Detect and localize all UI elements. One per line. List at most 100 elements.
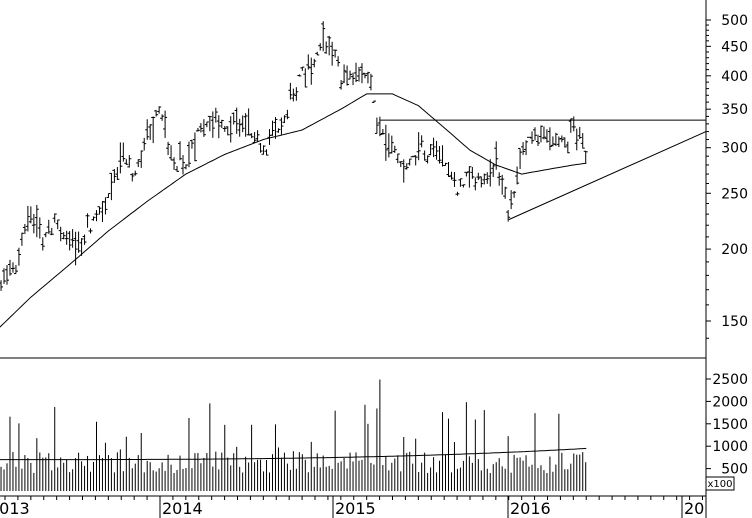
- ohlc-bar: [169, 145, 174, 161]
- ohlc-bar: [437, 146, 442, 164]
- ohlc-bar: [368, 73, 373, 91]
- price-tick-label: 400: [721, 69, 748, 85]
- ohlc-bar: [160, 114, 165, 121]
- ohlc-bar: [559, 135, 564, 143]
- ohlc-bar: [4, 265, 9, 285]
- ohlc-bar: [258, 142, 263, 153]
- ohlc-bar: [533, 127, 538, 141]
- ohlc-bar: [577, 126, 582, 140]
- ohlc-bar: [285, 109, 290, 120]
- ohlc-bar: [330, 41, 335, 66]
- ohlc-bar: [2, 268, 7, 284]
- year-tick-label: 2015: [335, 499, 376, 518]
- ohlc-bar: [371, 100, 376, 103]
- ohlc-bar: [446, 161, 451, 178]
- ohlc-bar: [255, 130, 260, 142]
- year-tick-label: 20: [684, 499, 704, 518]
- ohlc-bar: [154, 109, 159, 117]
- ohlc-bar: [61, 232, 66, 240]
- ohlc-bar: [404, 163, 409, 170]
- ohlc-bar: [264, 149, 269, 156]
- ohlc-bar: [428, 144, 433, 156]
- ohlc-bar: [380, 128, 385, 135]
- ohlc-bar: [189, 139, 194, 149]
- ohlc-bar: [306, 54, 311, 70]
- ohlc-bar: [273, 117, 278, 139]
- ohlc-bar: [455, 191, 460, 196]
- year-tick-label: 2013: [0, 499, 30, 518]
- price-tick-label: 500: [721, 13, 748, 29]
- ohlc-bar: [386, 133, 391, 158]
- ohlc-bar: [67, 231, 72, 251]
- price-tick-label: 300: [721, 141, 748, 157]
- ohlc-bar: [55, 219, 60, 230]
- ohlc-bar: [422, 150, 427, 161]
- ohlc-bar: [192, 132, 197, 162]
- ohlc-bar: [16, 247, 21, 266]
- ohlc-bar: [395, 153, 400, 164]
- ohlc-bar: [7, 259, 12, 276]
- ohlc-bar: [219, 119, 224, 129]
- ohlc-bar: [109, 172, 114, 201]
- ohlc-bar: [121, 142, 126, 162]
- ohlc-bar: [339, 80, 344, 90]
- ohlc-bar: [136, 159, 141, 168]
- ohlc-bar: [201, 119, 206, 137]
- volume-panel: [0, 379, 587, 491]
- ohlc-bar: [547, 127, 552, 151]
- ohlc-bar: [541, 126, 546, 140]
- ohlc-bar: [19, 232, 24, 246]
- support-line: [508, 131, 707, 221]
- ohlc-bar: [309, 57, 314, 85]
- ohlc-bar: [553, 132, 558, 147]
- year-tick-label: 2014: [162, 499, 203, 518]
- ohlc-bar: [46, 219, 51, 234]
- ohlc-bar: [145, 119, 150, 140]
- ohlc-bar: [267, 129, 272, 145]
- ohlc-bar: [148, 124, 153, 140]
- ohlc-bar: [222, 126, 227, 132]
- ohlc-bar: [261, 145, 266, 155]
- ohlc-bar: [25, 205, 30, 232]
- ohlc-bar: [336, 56, 341, 67]
- ohlc-bar: [583, 150, 588, 164]
- ohlc-bar: [231, 112, 236, 125]
- ohlc-bar: [321, 21, 326, 52]
- ohlc-bar: [127, 155, 132, 168]
- ohlc-bar: [574, 128, 579, 151]
- ohlc-bar: [180, 155, 185, 175]
- ohlc-bar: [431, 137, 436, 158]
- ohlc-bar: [0, 280, 4, 291]
- ohlc-bar: [464, 171, 469, 177]
- price-tick-label: 150: [721, 314, 748, 330]
- ohlc-bar: [28, 206, 33, 224]
- ohlc-bar: [106, 193, 111, 199]
- ohlc-bar: [31, 213, 36, 234]
- ohlc-bar: [151, 116, 156, 144]
- ohlc-bar: [342, 64, 347, 84]
- ohlc-bar: [198, 123, 203, 133]
- ohlc-bar: [327, 35, 332, 56]
- ohlc-bar: [449, 171, 454, 180]
- ohlc-bar: [345, 65, 350, 86]
- ohlc-bar: [389, 135, 394, 154]
- ohlc-bar: [351, 72, 356, 86]
- ohlc-bar: [64, 230, 69, 245]
- ohlc-bar: [282, 115, 287, 124]
- ohlc-bar: [130, 173, 135, 182]
- ohlc-bar: [172, 157, 177, 170]
- ohlc-bar: [565, 141, 570, 154]
- ohlc-bar: [485, 172, 490, 184]
- ohlc-bar: [240, 115, 245, 133]
- ohlc-bar: [419, 135, 424, 148]
- ohlc-bar: [85, 213, 90, 228]
- ohlc-bar: [434, 140, 439, 160]
- ohlc-bar: [568, 118, 573, 133]
- ohlc-bar: [175, 165, 180, 172]
- ohlc-bar: [333, 49, 338, 58]
- ohlc-bar: [518, 147, 523, 169]
- ohlc-bar: [535, 134, 540, 146]
- ohlc-bar: [365, 71, 370, 84]
- ohlc-bar: [524, 140, 529, 156]
- ohlc-bar: [103, 197, 108, 215]
